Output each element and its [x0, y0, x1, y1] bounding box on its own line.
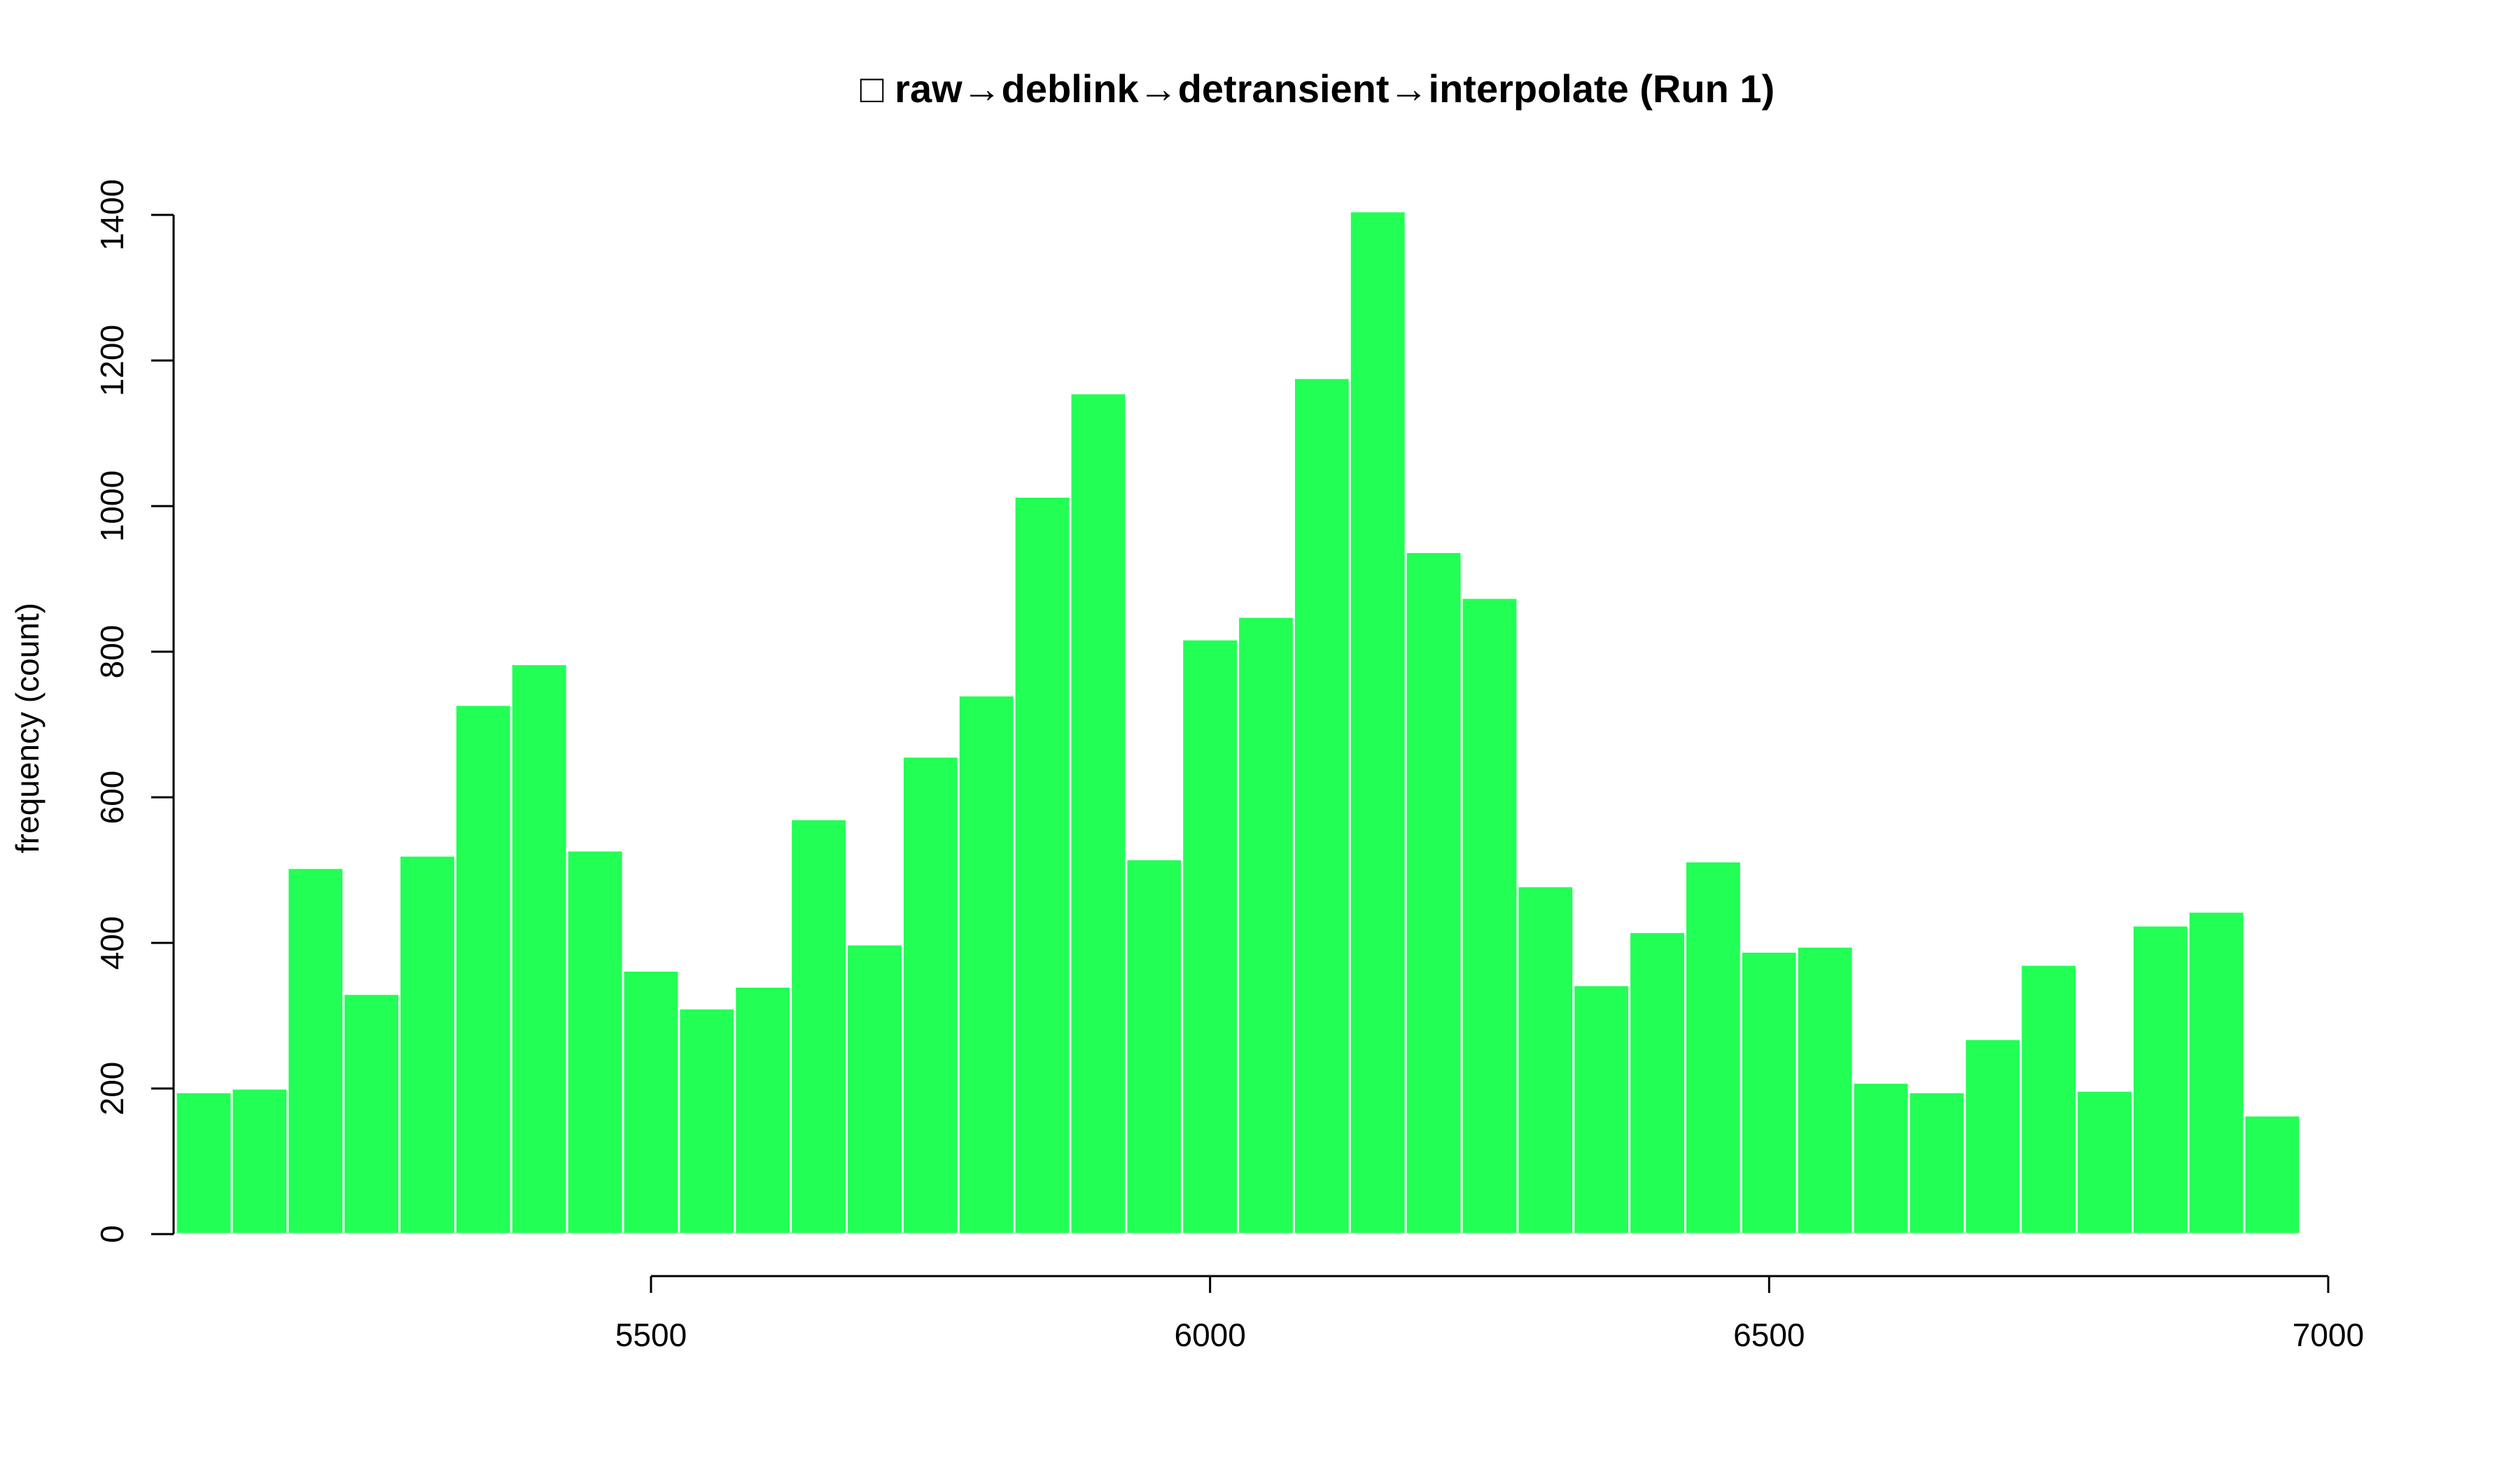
y-axis: 0 200 400 600 800 1000 1200 1400 [94, 179, 175, 1243]
y-tick-label: 600 [94, 771, 130, 825]
histogram-bar [1516, 885, 1575, 1236]
histogram-bar [846, 943, 904, 1236]
histogram-bar [398, 854, 456, 1236]
histogram-bar [286, 867, 345, 1236]
histogram-bar [1292, 377, 1351, 1236]
histogram-bar [1628, 930, 1687, 1236]
x-tick-label: 6000 [1174, 1317, 1245, 1353]
y-axis-label: frequency (count) [9, 603, 46, 853]
histogram-bar [790, 818, 848, 1236]
histogram-bar [174, 1091, 233, 1236]
x-tick-label: 5500 [615, 1317, 687, 1353]
histogram-bar [957, 694, 1016, 1236]
histogram-bar [2243, 1114, 2302, 1236]
histogram-bar [566, 849, 624, 1236]
y-tick-label: 0 [94, 1225, 130, 1243]
histogram-bar [901, 755, 960, 1236]
histogram-bar [1684, 860, 1742, 1236]
histogram-bar [734, 985, 792, 1236]
y-tick-label: 1000 [94, 470, 130, 542]
histogram-bar [1125, 858, 1184, 1236]
histogram-bar [454, 704, 512, 1236]
x-tick-label: 6500 [1733, 1317, 1805, 1353]
histogram-bar [1348, 210, 1407, 1236]
histogram-bar [2019, 963, 2078, 1236]
histogram-bar [2187, 910, 2246, 1236]
histogram-bar [622, 969, 680, 1236]
histogram-bar [1013, 495, 1072, 1236]
bars-group [174, 210, 2302, 1236]
y-tick-label: 1400 [94, 179, 130, 251]
y-tick-label: 800 [94, 625, 130, 679]
x-axis: 5500 6000 6500 7000 [615, 1275, 2364, 1353]
histogram-bar [2076, 1089, 2134, 1236]
chart-title: □ raw→deblink→detransient→interpolate (R… [860, 66, 1774, 111]
histogram-bar [1963, 1037, 2022, 1236]
histogram-bar [1460, 596, 1519, 1236]
histogram-bar [1572, 983, 1631, 1236]
y-tick-label: 400 [94, 916, 130, 970]
histogram-bar [1181, 638, 1240, 1236]
histogram-bar [1237, 615, 1295, 1236]
histogram-bar [1404, 551, 1463, 1236]
histogram-bar [2131, 924, 2190, 1236]
histogram-bar [510, 663, 568, 1236]
histogram-bar [1069, 392, 1128, 1236]
histogram-bar [1851, 1082, 1910, 1236]
histogram-bar [1740, 950, 1798, 1236]
y-tick-label: 200 [94, 1062, 130, 1116]
histogram-bar [230, 1087, 289, 1236]
y-tick-label: 1200 [94, 325, 130, 396]
histogram-bar [678, 1007, 736, 1236]
x-tick-label: 7000 [2292, 1317, 2364, 1353]
histogram-bar [1795, 945, 1854, 1236]
histogram-bar [1907, 1091, 1966, 1236]
histogram-bar [342, 993, 401, 1236]
